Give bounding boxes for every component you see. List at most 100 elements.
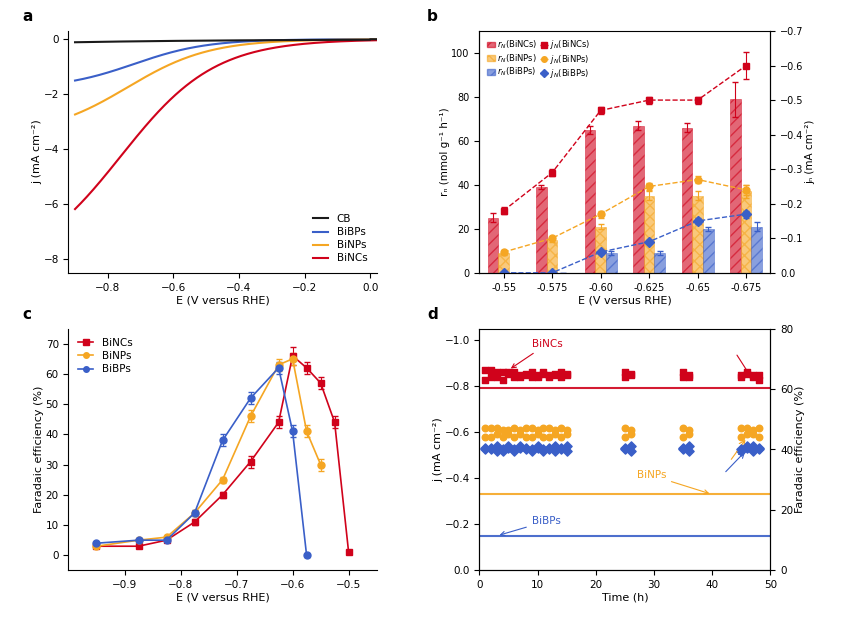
Point <box>514 441 527 451</box>
Y-axis label: Faradaic efficiency (%): Faradaic efficiency (%) <box>34 386 45 513</box>
Point <box>682 430 696 440</box>
Point <box>496 446 509 456</box>
Point <box>618 445 632 454</box>
Point <box>682 441 696 451</box>
Point <box>734 445 748 454</box>
Bar <box>655 253 665 273</box>
Point <box>554 445 568 454</box>
Legend: BiNCs, BiNPs, BiBPs: BiNCs, BiNPs, BiBPs <box>74 334 137 378</box>
Point <box>752 445 765 454</box>
Point <box>624 446 638 456</box>
Point <box>484 445 498 454</box>
Point <box>514 430 527 440</box>
Point <box>484 433 498 443</box>
Point <box>682 370 696 379</box>
Y-axis label: jₙ (mA cm⁻²): jₙ (mA cm⁻²) <box>805 120 815 184</box>
Point <box>537 445 550 454</box>
Point <box>543 423 556 433</box>
Point <box>560 446 574 456</box>
Point <box>490 423 503 433</box>
Point <box>740 441 754 451</box>
Point <box>479 433 492 443</box>
Point <box>752 423 765 433</box>
X-axis label: Time (h): Time (h) <box>602 593 648 603</box>
Point <box>479 365 492 375</box>
Point <box>502 425 515 435</box>
Point <box>752 443 765 453</box>
Point <box>554 423 568 433</box>
Point <box>734 370 748 379</box>
Point <box>740 423 754 433</box>
Legend: $r_N$(BiNCs), $r_N$(BiNPs), $r_N$(BiBPs), $j_N$(BiNCs), $j_N$(BiNPs), $j_N$(BiBP: $r_N$(BiNCs), $r_N$(BiNPs), $r_N$(BiBPs)… <box>484 35 593 83</box>
Point <box>554 372 568 382</box>
Point <box>531 425 544 435</box>
Bar <box>585 130 595 273</box>
Point <box>531 372 544 382</box>
Point <box>676 445 690 454</box>
Point <box>554 368 568 378</box>
Point <box>508 433 521 443</box>
Point <box>484 365 498 375</box>
Point <box>676 423 690 433</box>
Point <box>682 425 696 435</box>
Text: d: d <box>427 307 437 322</box>
Point <box>618 372 632 382</box>
Point <box>514 443 527 453</box>
Text: BiNPs: BiNPs <box>637 471 709 494</box>
Point <box>502 441 515 451</box>
Text: BiNCs: BiNCs <box>512 339 562 368</box>
Point <box>543 433 556 443</box>
Point <box>618 368 632 378</box>
Point <box>484 423 498 433</box>
Point <box>560 369 574 379</box>
Point <box>740 369 754 379</box>
Point <box>624 369 638 379</box>
Y-axis label: Faradaic efficiency (%): Faradaic efficiency (%) <box>794 386 805 513</box>
Point <box>752 433 765 443</box>
X-axis label: E (V versus RHE): E (V versus RHE) <box>175 593 270 603</box>
Point <box>682 446 696 456</box>
Point <box>554 433 568 443</box>
Point <box>537 446 550 456</box>
Point <box>525 368 538 378</box>
Point <box>490 368 503 378</box>
Bar <box>606 253 616 273</box>
Y-axis label: rₙ (mmol g⁻¹ h⁻¹): rₙ (mmol g⁻¹ h⁻¹) <box>440 108 450 196</box>
Point <box>624 441 638 451</box>
Point <box>560 441 574 451</box>
Point <box>508 446 521 456</box>
Point <box>746 372 760 382</box>
Bar <box>644 196 655 273</box>
Point <box>752 375 765 385</box>
Point <box>514 372 527 382</box>
Point <box>508 423 521 433</box>
Bar <box>681 128 693 273</box>
Point <box>624 425 638 435</box>
Point <box>508 445 521 454</box>
Point <box>734 446 748 456</box>
Point <box>543 443 556 453</box>
Point <box>548 425 562 435</box>
Point <box>740 368 754 378</box>
Point <box>548 441 562 451</box>
Point <box>502 430 515 440</box>
Point <box>484 443 498 453</box>
Point <box>496 368 509 378</box>
Bar <box>498 253 509 273</box>
Point <box>746 446 760 456</box>
Point <box>560 425 574 435</box>
Point <box>740 443 754 453</box>
Point <box>519 370 532 379</box>
Point <box>676 433 690 443</box>
Point <box>519 369 532 379</box>
Point <box>502 369 515 379</box>
X-axis label: E (V versus RHE): E (V versus RHE) <box>175 295 270 305</box>
Point <box>734 372 748 382</box>
Point <box>531 443 544 453</box>
Point <box>548 446 562 456</box>
Bar <box>488 218 498 273</box>
Point <box>479 445 492 454</box>
Point <box>502 368 515 378</box>
Point <box>618 443 632 453</box>
Point <box>548 370 562 379</box>
